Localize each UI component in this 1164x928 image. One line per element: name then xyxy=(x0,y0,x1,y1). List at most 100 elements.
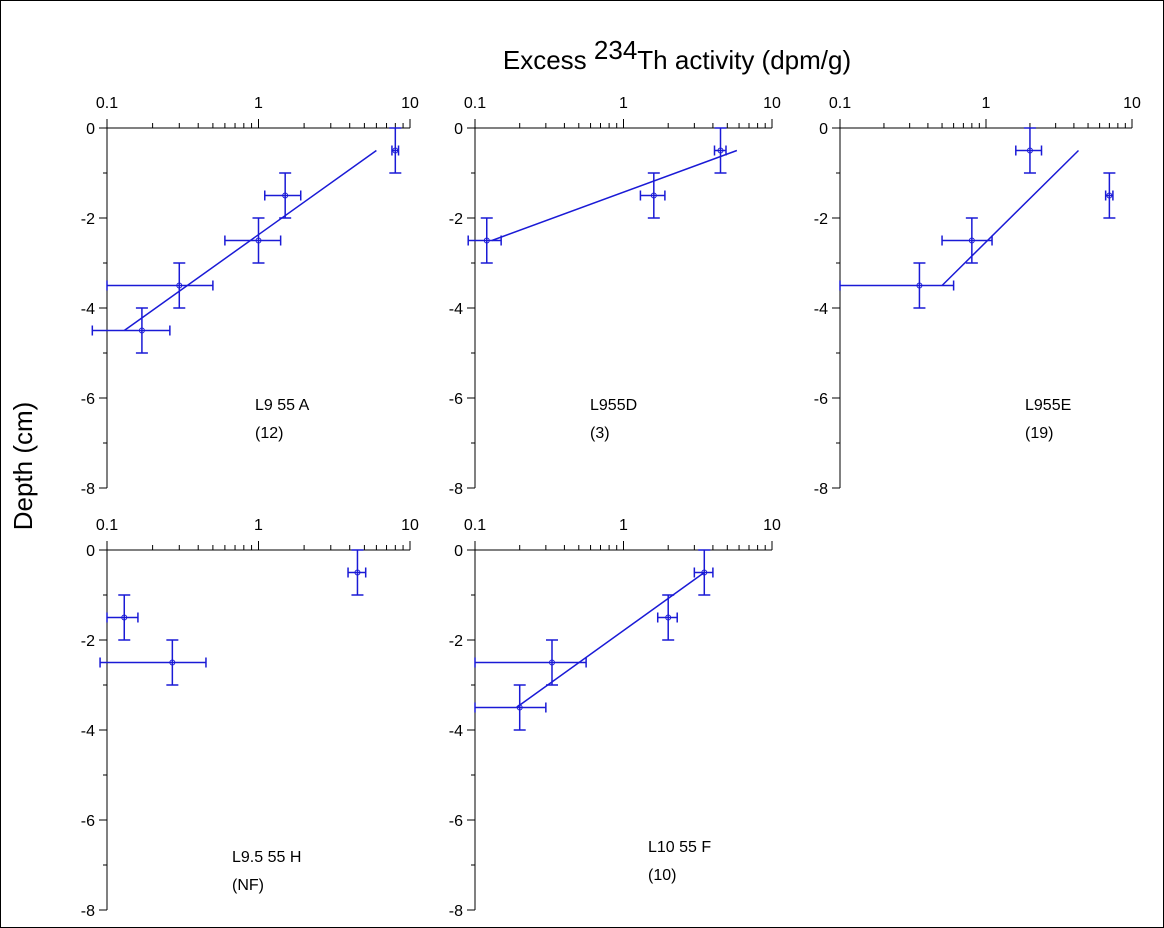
y-tick-label: -8 xyxy=(449,903,463,920)
panel-label: L9.5 55 H xyxy=(232,849,301,866)
x-error-bar xyxy=(106,612,139,623)
y-tick-label: 0 xyxy=(86,121,95,138)
x-error-bar xyxy=(639,190,666,201)
panel-label: (10) xyxy=(648,867,676,884)
figure-title: Excess 234Th activity (dpm/g) xyxy=(503,35,851,75)
x-tick-label: 10 xyxy=(763,95,781,112)
x-error-bar xyxy=(1015,145,1043,156)
y-tick-label: 0 xyxy=(86,543,95,560)
panel-label: (NF) xyxy=(232,877,264,894)
data-point xyxy=(650,192,657,199)
x-tick-label: 0.1 xyxy=(464,95,486,112)
y-tick-label: -8 xyxy=(814,481,828,498)
panel-label: L955D xyxy=(590,397,637,414)
y-axis-label: Depth (cm) xyxy=(8,402,38,531)
data-point xyxy=(392,147,399,154)
y-error-bar xyxy=(913,262,926,309)
x-tick-label: 10 xyxy=(763,517,781,534)
y-tick-label: -6 xyxy=(814,391,828,408)
panel-label: L10 55 F xyxy=(648,839,711,856)
panel-label: (19) xyxy=(1025,425,1053,442)
data-point xyxy=(1106,192,1113,199)
x-tick-label: 1 xyxy=(254,517,263,534)
x-tick-label: 0.1 xyxy=(96,95,118,112)
y-tick-label: -2 xyxy=(81,211,95,228)
y-tick-label: -4 xyxy=(449,301,463,318)
y-tick-label: -6 xyxy=(81,813,95,830)
data-point xyxy=(169,659,176,666)
panel-label: (12) xyxy=(255,425,283,442)
x-tick-label: 10 xyxy=(1123,95,1141,112)
data-point xyxy=(255,237,262,244)
x-error-bar xyxy=(99,657,207,668)
y-tick-label: -2 xyxy=(81,633,95,650)
data-point xyxy=(548,659,555,666)
title-superscript: 234 xyxy=(594,35,637,65)
x-error-bar xyxy=(474,657,587,668)
y-error-bar xyxy=(252,217,265,264)
x-error-bar xyxy=(224,235,282,246)
data-point xyxy=(138,327,145,334)
x-tick-label: 0.1 xyxy=(829,95,851,112)
x-tick-label: 1 xyxy=(982,95,991,112)
data-point xyxy=(701,569,708,576)
data-point xyxy=(717,147,724,154)
y-tick-label: 0 xyxy=(454,121,463,138)
y-tick-label: -6 xyxy=(81,391,95,408)
y-error-bar xyxy=(389,127,402,174)
fit-line xyxy=(491,149,738,242)
x-tick-label: 10 xyxy=(401,517,419,534)
y-error-bar xyxy=(279,172,292,219)
y-tick-label: -4 xyxy=(449,723,463,740)
y-tick-label: -2 xyxy=(449,633,463,650)
y-error-bar xyxy=(480,217,493,264)
panel-label: L9 55 A xyxy=(255,397,310,414)
title-text: Th activity (dpm/g) xyxy=(637,45,851,75)
y-tick-label: -4 xyxy=(81,723,95,740)
y-error-bar xyxy=(513,684,526,731)
y-error-bar xyxy=(662,594,675,641)
y-tick-label: -2 xyxy=(814,211,828,228)
panel-label: (3) xyxy=(590,425,610,442)
x-tick-label: 1 xyxy=(254,95,263,112)
y-tick-label: -8 xyxy=(449,481,463,498)
data-point xyxy=(354,569,361,576)
y-error-bar xyxy=(173,262,186,309)
x-error-bar xyxy=(839,280,955,291)
y-error-bar xyxy=(166,639,179,686)
y-error-bar xyxy=(1023,127,1036,174)
data-point xyxy=(916,282,923,289)
y-tick-label: -8 xyxy=(81,903,95,920)
data-point xyxy=(483,237,490,244)
y-tick-label: -2 xyxy=(449,211,463,228)
data-point xyxy=(1026,147,1033,154)
y-tick-label: -6 xyxy=(449,813,463,830)
y-error-bar xyxy=(714,127,727,174)
x-tick-label: 1 xyxy=(619,95,628,112)
y-error-bar xyxy=(698,549,711,596)
x-error-bar xyxy=(474,702,547,713)
y-error-bar xyxy=(545,639,558,686)
x-tick-label: 0.1 xyxy=(96,517,118,534)
y-tick-label: -8 xyxy=(81,481,95,498)
y-tick-label: -4 xyxy=(81,301,95,318)
data-point xyxy=(121,614,128,621)
title-text: Excess xyxy=(503,45,594,75)
x-tick-label: 1 xyxy=(619,517,628,534)
x-error-bar xyxy=(941,235,993,246)
data-point xyxy=(282,192,289,199)
y-tick-label: 0 xyxy=(819,121,828,138)
data-point xyxy=(516,704,523,711)
y-error-bar xyxy=(647,172,660,219)
y-error-bar xyxy=(351,549,364,596)
fit-line xyxy=(941,149,1080,287)
data-point xyxy=(665,614,672,621)
x-error-bar xyxy=(91,325,171,336)
y-error-bar xyxy=(1103,172,1116,219)
y-error-bar xyxy=(135,307,148,354)
x-tick-label: 0.1 xyxy=(464,517,486,534)
data-point xyxy=(968,237,975,244)
y-tick-label: 0 xyxy=(454,543,463,560)
